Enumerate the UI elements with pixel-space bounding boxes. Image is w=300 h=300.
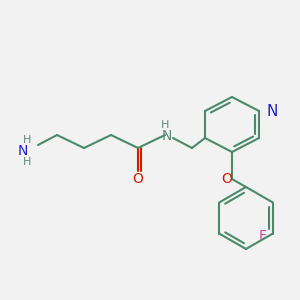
Text: H: H	[23, 135, 31, 145]
Text: H: H	[161, 120, 169, 130]
Text: H: H	[23, 157, 31, 167]
Text: N: N	[162, 129, 172, 143]
Text: N: N	[18, 144, 28, 158]
Text: O: O	[133, 172, 143, 186]
Text: O: O	[222, 172, 232, 186]
Text: F: F	[259, 229, 267, 242]
Text: N: N	[267, 103, 278, 118]
